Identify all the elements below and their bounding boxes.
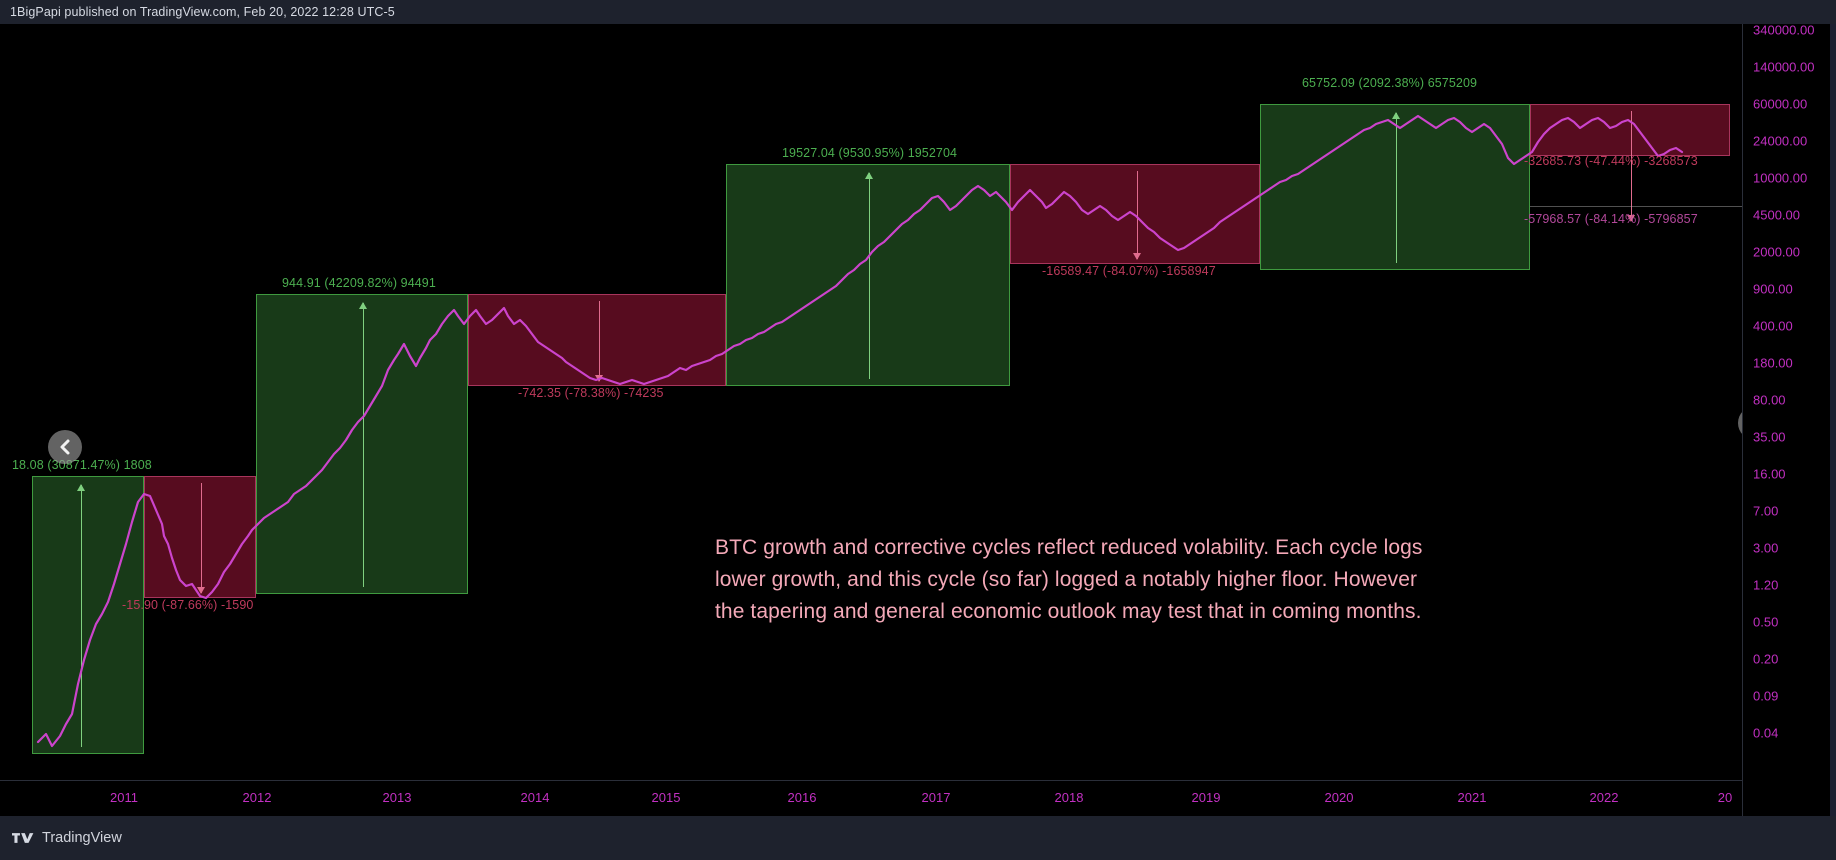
tradingview-logo-icon — [12, 831, 34, 845]
time-tick: 2020 — [1324, 790, 1354, 805]
price-tick: 3.00 — [1753, 540, 1779, 556]
chart-annotation-text: BTC growth and corrective cycles reflect… — [715, 532, 1675, 628]
chart-canvas[interactable]: 18.08 (30871.47%) 1808 -15.90 (-87.66%) … — [0, 24, 1742, 780]
time-tick: 2019 — [1191, 790, 1221, 805]
chevron-left-icon — [60, 439, 70, 455]
price-tick: 4500.00 — [1753, 207, 1800, 223]
cycle-box-cycle-2-up[interactable] — [256, 294, 468, 594]
price-tick: 35.00 — [1753, 429, 1786, 445]
price-tick: 0.50 — [1753, 614, 1779, 630]
right-rail — [1830, 24, 1836, 836]
annotation-line-2: lower growth, and this cycle (so far) lo… — [715, 568, 1418, 591]
price-tick: 7.00 — [1753, 503, 1779, 519]
price-tick: 0.09 — [1753, 688, 1779, 704]
cycle-box-cycle-1-down[interactable] — [144, 476, 256, 598]
price-tick: 400.00 — [1753, 318, 1793, 334]
cycle-box-cycle-3-up[interactable] — [726, 164, 1010, 386]
scroll-left-button[interactable] — [48, 430, 82, 464]
measure-label-cycle-1-down: -15.90 (-87.66%) -1590 — [122, 598, 254, 612]
time-axis[interactable]: 2011 2012 2013 2014 2015 2016 2017 2018 … — [0, 780, 1742, 816]
footer-brand-label: TradingView — [42, 830, 122, 846]
price-tick: 0.20 — [1753, 651, 1779, 667]
price-tick: 80.00 — [1753, 392, 1786, 408]
time-tick: 2014 — [520, 790, 550, 805]
price-axis[interactable]: 340000.00 140000.00 60000.00 24000.00 10… — [1742, 22, 1836, 836]
price-tick: 60000.00 — [1753, 96, 1808, 112]
measure-label-cycle-4-down-b: -57968.57 (-84.14%) -5796857 — [1524, 212, 1698, 226]
annotation-line-3: the tapering and general economic outloo… — [715, 600, 1422, 623]
time-tick: 2017 — [921, 790, 951, 805]
time-tick: 20 — [1717, 790, 1733, 805]
price-tick: 10000.00 — [1753, 170, 1808, 186]
measure-label-cycle-2-up: 944.91 (42209.82%) 94491 — [282, 276, 436, 290]
measure-label-cycle-3-up: 19527.04 (9530.95%) 1952704 — [782, 146, 958, 160]
footer-bar: TradingView — [0, 816, 1836, 860]
cycle-box-cycle-4-up[interactable] — [1260, 104, 1530, 270]
attribution-bar: 1BigPapi published on TradingView.com, F… — [0, 0, 1836, 24]
measure-label-cycle-1-up: 18.08 (30871.47%) 1808 — [12, 458, 152, 472]
measure-label-cycle-3-down: -16589.47 (-84.07%) -1658947 — [1042, 264, 1216, 278]
price-tick: 2000.00 — [1753, 244, 1800, 260]
annotation-line-1: BTC growth and corrective cycles reflect… — [715, 536, 1423, 559]
measure-label-cycle-4-down-a: -32685.73 (-47.44%) -3268573 — [1524, 154, 1698, 168]
measure-label-cycle-2-down: -742.35 (-78.38%) -74235 — [518, 386, 664, 400]
cycle-box-cycle-2-down[interactable] — [468, 294, 726, 386]
time-tick: 2022 — [1589, 790, 1619, 805]
price-tick: 16.00 — [1753, 466, 1786, 482]
time-tick: 2021 — [1457, 790, 1487, 805]
cycle-box-cycle-1-up[interactable] — [32, 476, 144, 754]
time-tick: 2016 — [787, 790, 817, 805]
price-tick: 340000.00 — [1753, 22, 1815, 38]
price-tick: 24000.00 — [1753, 133, 1808, 149]
time-tick: 2011 — [110, 790, 138, 805]
price-tick: 140000.00 — [1753, 59, 1815, 75]
cycle-box-cycle-4-down[interactable] — [1530, 104, 1730, 222]
cycle-box-cycle-3-down[interactable] — [1010, 164, 1260, 264]
time-tick: 2015 — [651, 790, 681, 805]
price-tick: 180.00 — [1753, 355, 1793, 371]
time-tick: 2018 — [1054, 790, 1084, 805]
gridline-marker — [1530, 206, 1742, 207]
attribution-text: 1BigPapi published on TradingView.com, F… — [10, 5, 395, 19]
time-tick: 2012 — [242, 790, 272, 805]
price-tick: 900.00 — [1753, 281, 1793, 297]
time-tick: 2013 — [382, 790, 412, 805]
price-tick: 1.20 — [1753, 577, 1779, 593]
price-tick: 0.04 — [1753, 725, 1779, 741]
measure-label-cycle-4-up: 65752.09 (2092.38%) 6575209 — [1302, 76, 1478, 90]
